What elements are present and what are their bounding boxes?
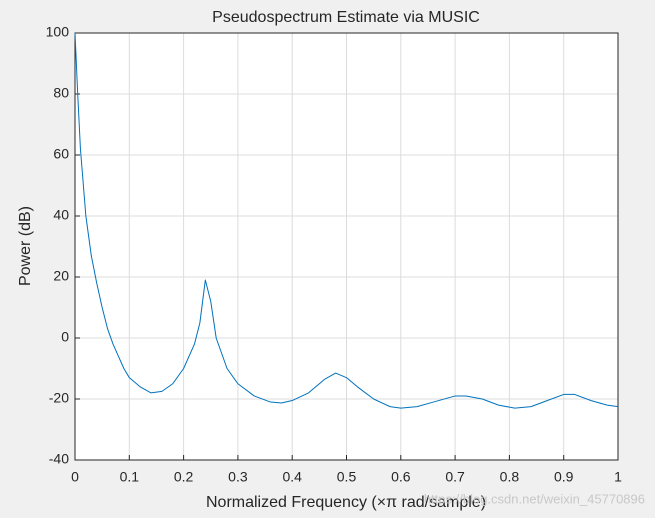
y-tick-label: 0 — [61, 329, 69, 345]
chart-title: Pseudospectrum Estimate via MUSIC — [212, 9, 480, 26]
y-axis-label: Power (dB) — [17, 206, 34, 286]
y-tick-label: -20 — [49, 390, 69, 406]
y-tick-label: 80 — [53, 85, 69, 101]
watermark: https://blog.csdn.net/weixin_45770896 — [424, 491, 645, 506]
x-tick-label: 0.3 — [228, 469, 248, 485]
y-tick-label: 60 — [53, 146, 69, 162]
x-tick-label: 0 — [71, 469, 79, 485]
y-tick-label: 40 — [53, 207, 69, 223]
x-tick-label: 0.6 — [391, 469, 411, 485]
data-line — [74, 32, 619, 409]
y-tick-label: -40 — [49, 451, 69, 467]
x-tick-label: 0.8 — [500, 469, 520, 485]
x-tick-label: 0.1 — [120, 469, 140, 485]
x-tick-label: 0.4 — [282, 469, 302, 485]
x-tick-label: 0.7 — [445, 469, 465, 485]
plot-frame — [74, 32, 619, 461]
x-tick-label: 1 — [614, 469, 622, 485]
y-tick-label: 20 — [53, 268, 69, 284]
y-tick-label: 100 — [46, 24, 70, 40]
x-tick-label: 0.2 — [174, 469, 194, 485]
x-axis-label: Normalized Frequency (×π rad/sample) — [206, 494, 486, 511]
x-tick-label: 0.5 — [337, 469, 357, 485]
x-tick-label: 0.9 — [554, 469, 574, 485]
